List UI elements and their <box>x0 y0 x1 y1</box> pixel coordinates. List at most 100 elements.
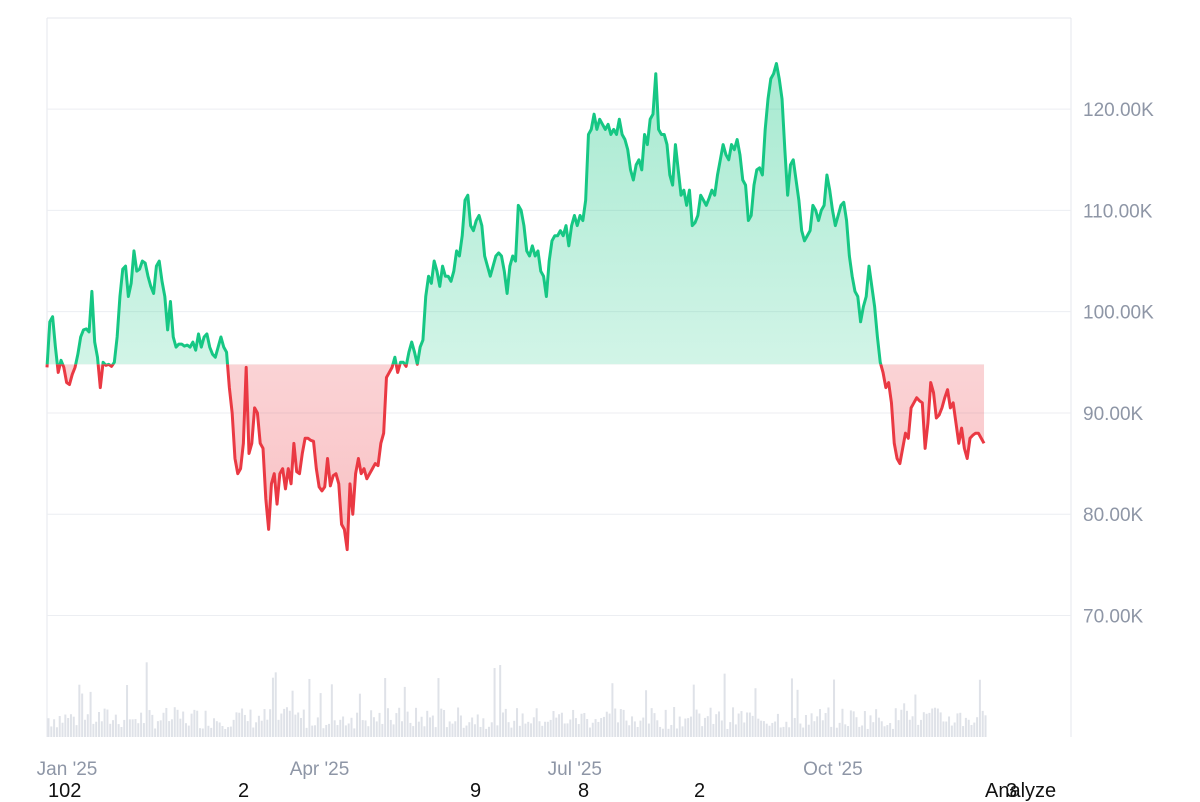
volume-bar <box>170 719 173 737</box>
volume-bar <box>948 716 951 737</box>
volume-bar <box>145 662 148 737</box>
volume-bar <box>86 714 89 737</box>
volume-bar <box>715 714 718 737</box>
volume-bar <box>269 709 272 737</box>
volume-bar <box>566 723 569 737</box>
volume-bar <box>61 722 64 737</box>
volume-bar <box>238 712 241 737</box>
volume-bar <box>765 723 768 737</box>
y-tick-label: 80.00K <box>1083 505 1144 526</box>
volume-bar <box>891 728 894 737</box>
area-above-baseline <box>47 63 881 365</box>
volume-bar <box>123 719 126 737</box>
volume-bar <box>541 725 544 737</box>
volume-bar <box>684 718 687 737</box>
volume-bar <box>367 726 370 737</box>
volume-bar <box>227 727 230 737</box>
volume-bar <box>403 686 406 737</box>
volume-bar <box>297 712 300 737</box>
volume-bar <box>911 716 914 737</box>
volume-bar <box>790 678 793 737</box>
volume-bar <box>465 725 468 737</box>
volume-bar <box>154 728 157 737</box>
volume-bar <box>729 722 732 737</box>
volume-bar <box>673 707 676 737</box>
volume-bar <box>224 728 227 737</box>
volume-bar <box>148 710 151 737</box>
volume-bar <box>900 709 903 737</box>
volume-bar <box>631 716 634 737</box>
volume-bar <box>246 721 249 737</box>
volume-bar <box>917 724 920 737</box>
volume-bar <box>712 723 715 737</box>
volume-bar <box>875 709 878 737</box>
volume-bar <box>804 714 807 737</box>
volume-bar <box>905 710 908 737</box>
volume-bar <box>198 728 201 737</box>
volume-bar <box>179 718 182 737</box>
volume-bar <box>555 717 558 737</box>
volume-bar <box>569 719 572 737</box>
volume-bar <box>600 718 603 737</box>
volume-bar <box>594 719 597 737</box>
volume-bar <box>771 722 774 737</box>
volume-bar <box>973 722 976 737</box>
volume-bar <box>802 727 805 737</box>
volume-bar <box>883 726 886 737</box>
volume-bar <box>137 723 140 737</box>
volume-bar <box>807 724 810 737</box>
volume-bar <box>723 673 726 737</box>
volume-bar <box>928 712 931 737</box>
volume-bar <box>89 691 92 737</box>
volume-bar <box>201 728 204 737</box>
volume-bar <box>510 727 513 737</box>
volume-bar <box>356 712 359 737</box>
volume-bar <box>645 690 648 737</box>
volume-bar <box>114 714 117 737</box>
volume-bar <box>218 722 221 737</box>
volume-bar <box>942 721 945 737</box>
strip-number: 2 <box>694 780 706 802</box>
volume-bar <box>754 688 757 737</box>
volume-bar <box>849 710 852 737</box>
volume-bar <box>457 707 460 737</box>
volume-bar <box>614 708 617 737</box>
volume-bar <box>583 712 586 737</box>
volume-bar <box>487 726 490 737</box>
volume-bar <box>779 727 782 737</box>
volume-bar <box>639 720 642 737</box>
volume-bar <box>249 709 252 737</box>
volume-bar <box>855 717 858 737</box>
volume-bar <box>162 712 165 737</box>
volume-bar <box>159 720 162 737</box>
volume-bar <box>799 723 802 737</box>
volume-bar <box>311 725 314 737</box>
volume-bar <box>934 707 937 737</box>
volume-bar <box>168 721 171 737</box>
volume-bar <box>434 727 437 737</box>
volume-bar <box>785 721 788 737</box>
volume-bar <box>976 717 979 737</box>
volume-bar <box>83 719 86 737</box>
strip-number: 2 <box>238 780 250 802</box>
volume-bar <box>437 678 440 737</box>
volume-bar <box>151 714 154 737</box>
volume-bar <box>692 684 695 737</box>
volume-bar <box>372 717 375 737</box>
volume-bar <box>560 712 563 737</box>
volume-bar <box>617 722 620 737</box>
volume-bar <box>869 715 872 737</box>
volume-bar <box>277 719 280 737</box>
volume-bar <box>476 714 479 737</box>
volume-bars <box>47 662 987 737</box>
volume-bar <box>622 709 625 737</box>
volume-bar <box>325 724 328 737</box>
volume-bar <box>984 715 987 737</box>
y-tick-label: 70.00K <box>1083 606 1144 627</box>
volume-bar <box>454 721 457 737</box>
volume-bar <box>468 722 471 737</box>
volume-bar <box>670 724 673 737</box>
analyze-button[interactable]: Analyze <box>985 780 1057 802</box>
volume-bar <box>112 720 115 737</box>
